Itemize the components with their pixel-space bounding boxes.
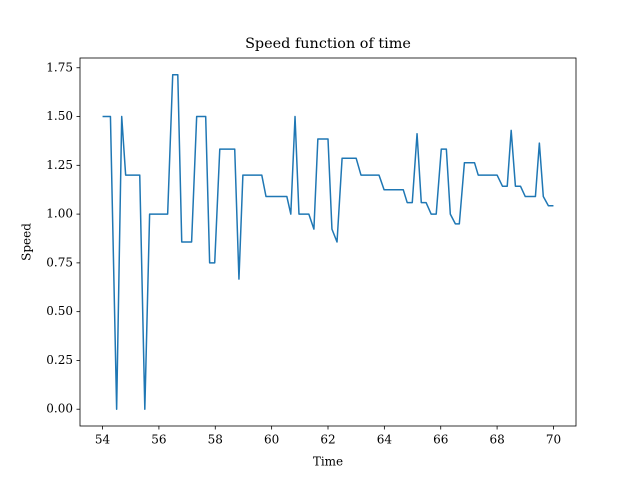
x-tick-label: 70 [546, 433, 561, 447]
x-tick-label: 56 [151, 433, 166, 447]
x-tick-label: 64 [377, 433, 393, 447]
chart-title: Speed function of time [245, 36, 411, 52]
y-tick-label: 1.00 [46, 207, 73, 221]
x-axis-label: Time [313, 455, 343, 469]
x-tick-label: 66 [433, 433, 448, 447]
y-tick-label: 0.00 [46, 402, 73, 416]
axes-frame [79, 57, 577, 427]
x-tick-label: 60 [264, 433, 279, 447]
y-tick-label: 1.75 [46, 60, 73, 74]
x-tick-label: 54 [95, 433, 111, 447]
y-tick-label: 1.50 [46, 109, 73, 123]
x-tick-label: 68 [489, 433, 504, 447]
y-tick-label: 0.50 [46, 304, 73, 318]
y-tick-label: 0.25 [46, 353, 73, 367]
data-line [102, 74, 554, 410]
y-tick-label: 1.25 [46, 158, 73, 172]
x-tick-label: 62 [320, 433, 335, 447]
y-tick-label: 0.75 [46, 255, 73, 269]
y-axis-label: Speed [20, 223, 34, 261]
x-tick-label: 58 [208, 433, 223, 447]
